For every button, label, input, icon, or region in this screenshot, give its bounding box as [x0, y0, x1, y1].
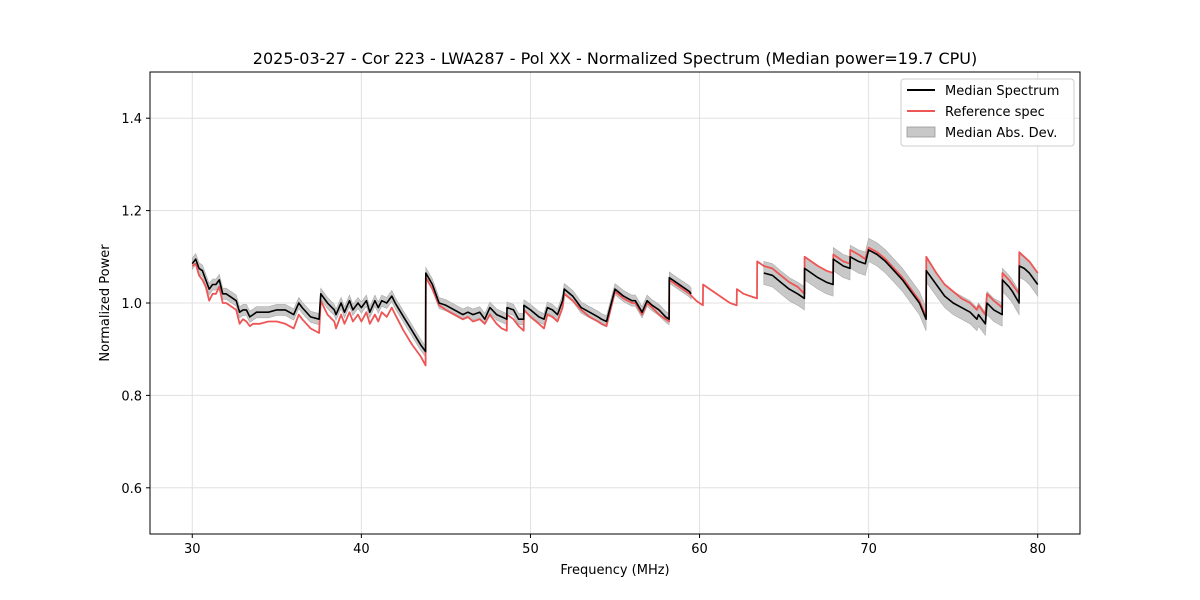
tick-layer: 30 40 50 60 70 80 0.6 0.8 1.0 1.2 1.4: [121, 112, 1046, 557]
x-axis-label: Frequency (MHz): [560, 563, 669, 578]
chart-title: 2025-03-27 - Cor 223 - LWA287 - Pol XX -…: [253, 49, 977, 68]
y-tick-label: 1.4: [121, 112, 142, 127]
legend-box: [900, 78, 1075, 147]
y-tick-label: 1.2: [121, 205, 142, 220]
legend-label-mad: Median Abs. Dev.: [945, 126, 1057, 141]
y-tick-label: 0.8: [121, 389, 142, 404]
legend-swatch-mad: [906, 126, 936, 138]
y-tick-label: 1.0: [121, 297, 142, 312]
x-tick-label: 30: [184, 542, 201, 557]
legend-label-reference: Reference spec: [945, 105, 1045, 120]
mad-band: [192, 252, 692, 359]
median-spectrum-line: [763, 249, 1039, 325]
legend-label-median: Median Spectrum: [945, 84, 1059, 99]
x-tick-label: 60: [691, 542, 708, 557]
x-tick-label: 80: [1029, 542, 1046, 557]
y-axis-label: Normalized Power: [98, 244, 113, 362]
x-tick-label: 40: [353, 542, 370, 557]
median-spectrum-line: [191, 258, 692, 353]
legend: Median Spectrum Reference spec Median Ab…: [900, 78, 1075, 147]
x-tick-label: 50: [522, 542, 539, 557]
x-tick-label: 70: [860, 542, 877, 557]
y-tick-label: 0.6: [121, 482, 142, 497]
series-layer: [191, 246, 1039, 367]
